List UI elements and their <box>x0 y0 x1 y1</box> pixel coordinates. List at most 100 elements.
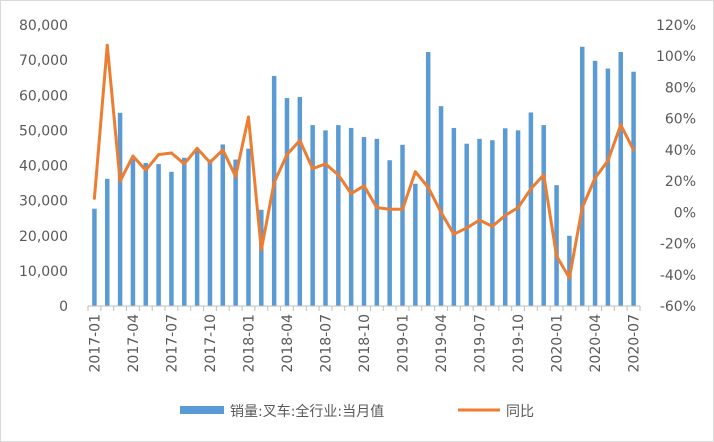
line-point <box>567 276 571 280</box>
bar <box>361 137 367 306</box>
bar <box>592 60 598 306</box>
x-tick-label: 2017-01 <box>87 314 103 373</box>
line-point <box>349 192 353 196</box>
right-tick-label: 80% <box>665 80 696 96</box>
line-point <box>246 115 250 119</box>
x-tick-label: 2020-01 <box>550 314 566 373</box>
line-point <box>285 153 289 157</box>
bar <box>105 178 110 306</box>
bar <box>220 144 226 306</box>
legend-label-bar: 销量:叉车:全行业:当月值 <box>230 403 384 420</box>
bar <box>477 138 482 306</box>
bar <box>490 140 495 306</box>
bar <box>413 183 418 306</box>
bar <box>464 143 469 306</box>
line-point <box>311 167 315 171</box>
line-point <box>580 206 584 210</box>
right-tick-label: -20% <box>660 237 696 253</box>
bar <box>130 158 136 306</box>
line-point <box>272 181 276 185</box>
line-point <box>426 185 430 189</box>
left-tick-label: 40,000 <box>19 159 68 175</box>
bar <box>284 98 290 306</box>
bar <box>400 144 405 306</box>
line-point <box>490 224 494 228</box>
line-point <box>195 146 199 150</box>
bar <box>143 163 149 306</box>
axes <box>87 305 641 311</box>
bar <box>387 160 392 306</box>
right-tick-label: 0% <box>674 205 696 221</box>
left-tick-label: 80,000 <box>19 18 68 34</box>
bar <box>579 46 585 306</box>
line-point <box>157 153 161 157</box>
line-point <box>362 184 366 188</box>
line-point <box>221 148 225 152</box>
left-tick-label: 0 <box>59 299 68 315</box>
x-tick-label: 2017-07 <box>164 314 180 373</box>
bar <box>182 157 187 306</box>
line-series <box>92 43 636 280</box>
line-point <box>465 226 469 230</box>
bar <box>207 159 213 306</box>
bar <box>271 75 277 307</box>
x-tick-label: 2018-04 <box>280 314 296 373</box>
line-point <box>388 207 392 211</box>
x-tick-label: 2018-10 <box>357 314 373 373</box>
left-axis-ticks: 0 10,000 20,000 30,000 40,000 50,000 60,000 70,… <box>19 18 68 315</box>
line-point <box>92 196 96 200</box>
bar <box>528 112 534 307</box>
bar <box>246 148 251 306</box>
line-point <box>632 148 636 152</box>
line-point <box>375 206 379 210</box>
bar <box>631 71 636 306</box>
x-tick-label: 2019-10 <box>511 314 527 373</box>
line-point <box>131 154 135 158</box>
bar <box>605 68 611 306</box>
bar <box>297 97 303 306</box>
line-point <box>336 173 340 177</box>
line-point <box>503 213 507 217</box>
bar <box>374 138 380 306</box>
left-tick-label: 10,000 <box>19 264 68 280</box>
legend-label-line: 同比 <box>506 404 534 420</box>
legend: 销量:叉车:全行业:当月值 同比 <box>180 403 534 420</box>
right-tick-label: 20% <box>665 174 696 190</box>
bar <box>618 52 623 306</box>
line-point <box>516 206 520 210</box>
right-tick-label: 120% <box>656 18 696 34</box>
bar <box>438 106 444 306</box>
left-tick-label: 30,000 <box>19 194 68 210</box>
bar <box>541 125 546 306</box>
line-point <box>478 218 482 222</box>
line-point <box>619 123 623 127</box>
line-point <box>298 139 302 143</box>
right-tick-label: 40% <box>665 143 696 159</box>
left-tick-label: 60,000 <box>19 88 68 104</box>
right-tick-label: -60% <box>660 299 696 315</box>
x-tick-label: 2020-07 <box>627 314 643 373</box>
bar <box>169 171 174 306</box>
right-axis-ticks: -60% -40% -20% 0% 20% 40% 60% 80% 100% 120% <box>656 18 696 315</box>
bar <box>515 130 521 307</box>
x-tick-label: 2019-01 <box>396 314 412 373</box>
line-point <box>118 179 122 183</box>
left-tick-label: 20,000 <box>19 229 68 245</box>
line-point <box>529 187 533 191</box>
bar <box>92 208 97 306</box>
x-axis-ticks: 2017-01 2017-04 2017-07 2017-10 2018-01 2018-… <box>87 314 642 373</box>
x-tick-label: 2019-04 <box>434 314 450 373</box>
line-point <box>401 207 405 211</box>
right-tick-label: -40% <box>660 268 696 284</box>
bar <box>310 125 315 306</box>
bar <box>425 52 431 306</box>
x-tick-label: 2018-07 <box>318 314 334 373</box>
bar <box>336 125 341 306</box>
legend-swatch-bar <box>180 406 224 414</box>
line-point <box>182 162 186 166</box>
line-point <box>593 176 597 180</box>
bar-series <box>92 46 636 307</box>
line-point <box>452 232 456 236</box>
bar <box>194 149 200 306</box>
line-point <box>323 162 327 166</box>
